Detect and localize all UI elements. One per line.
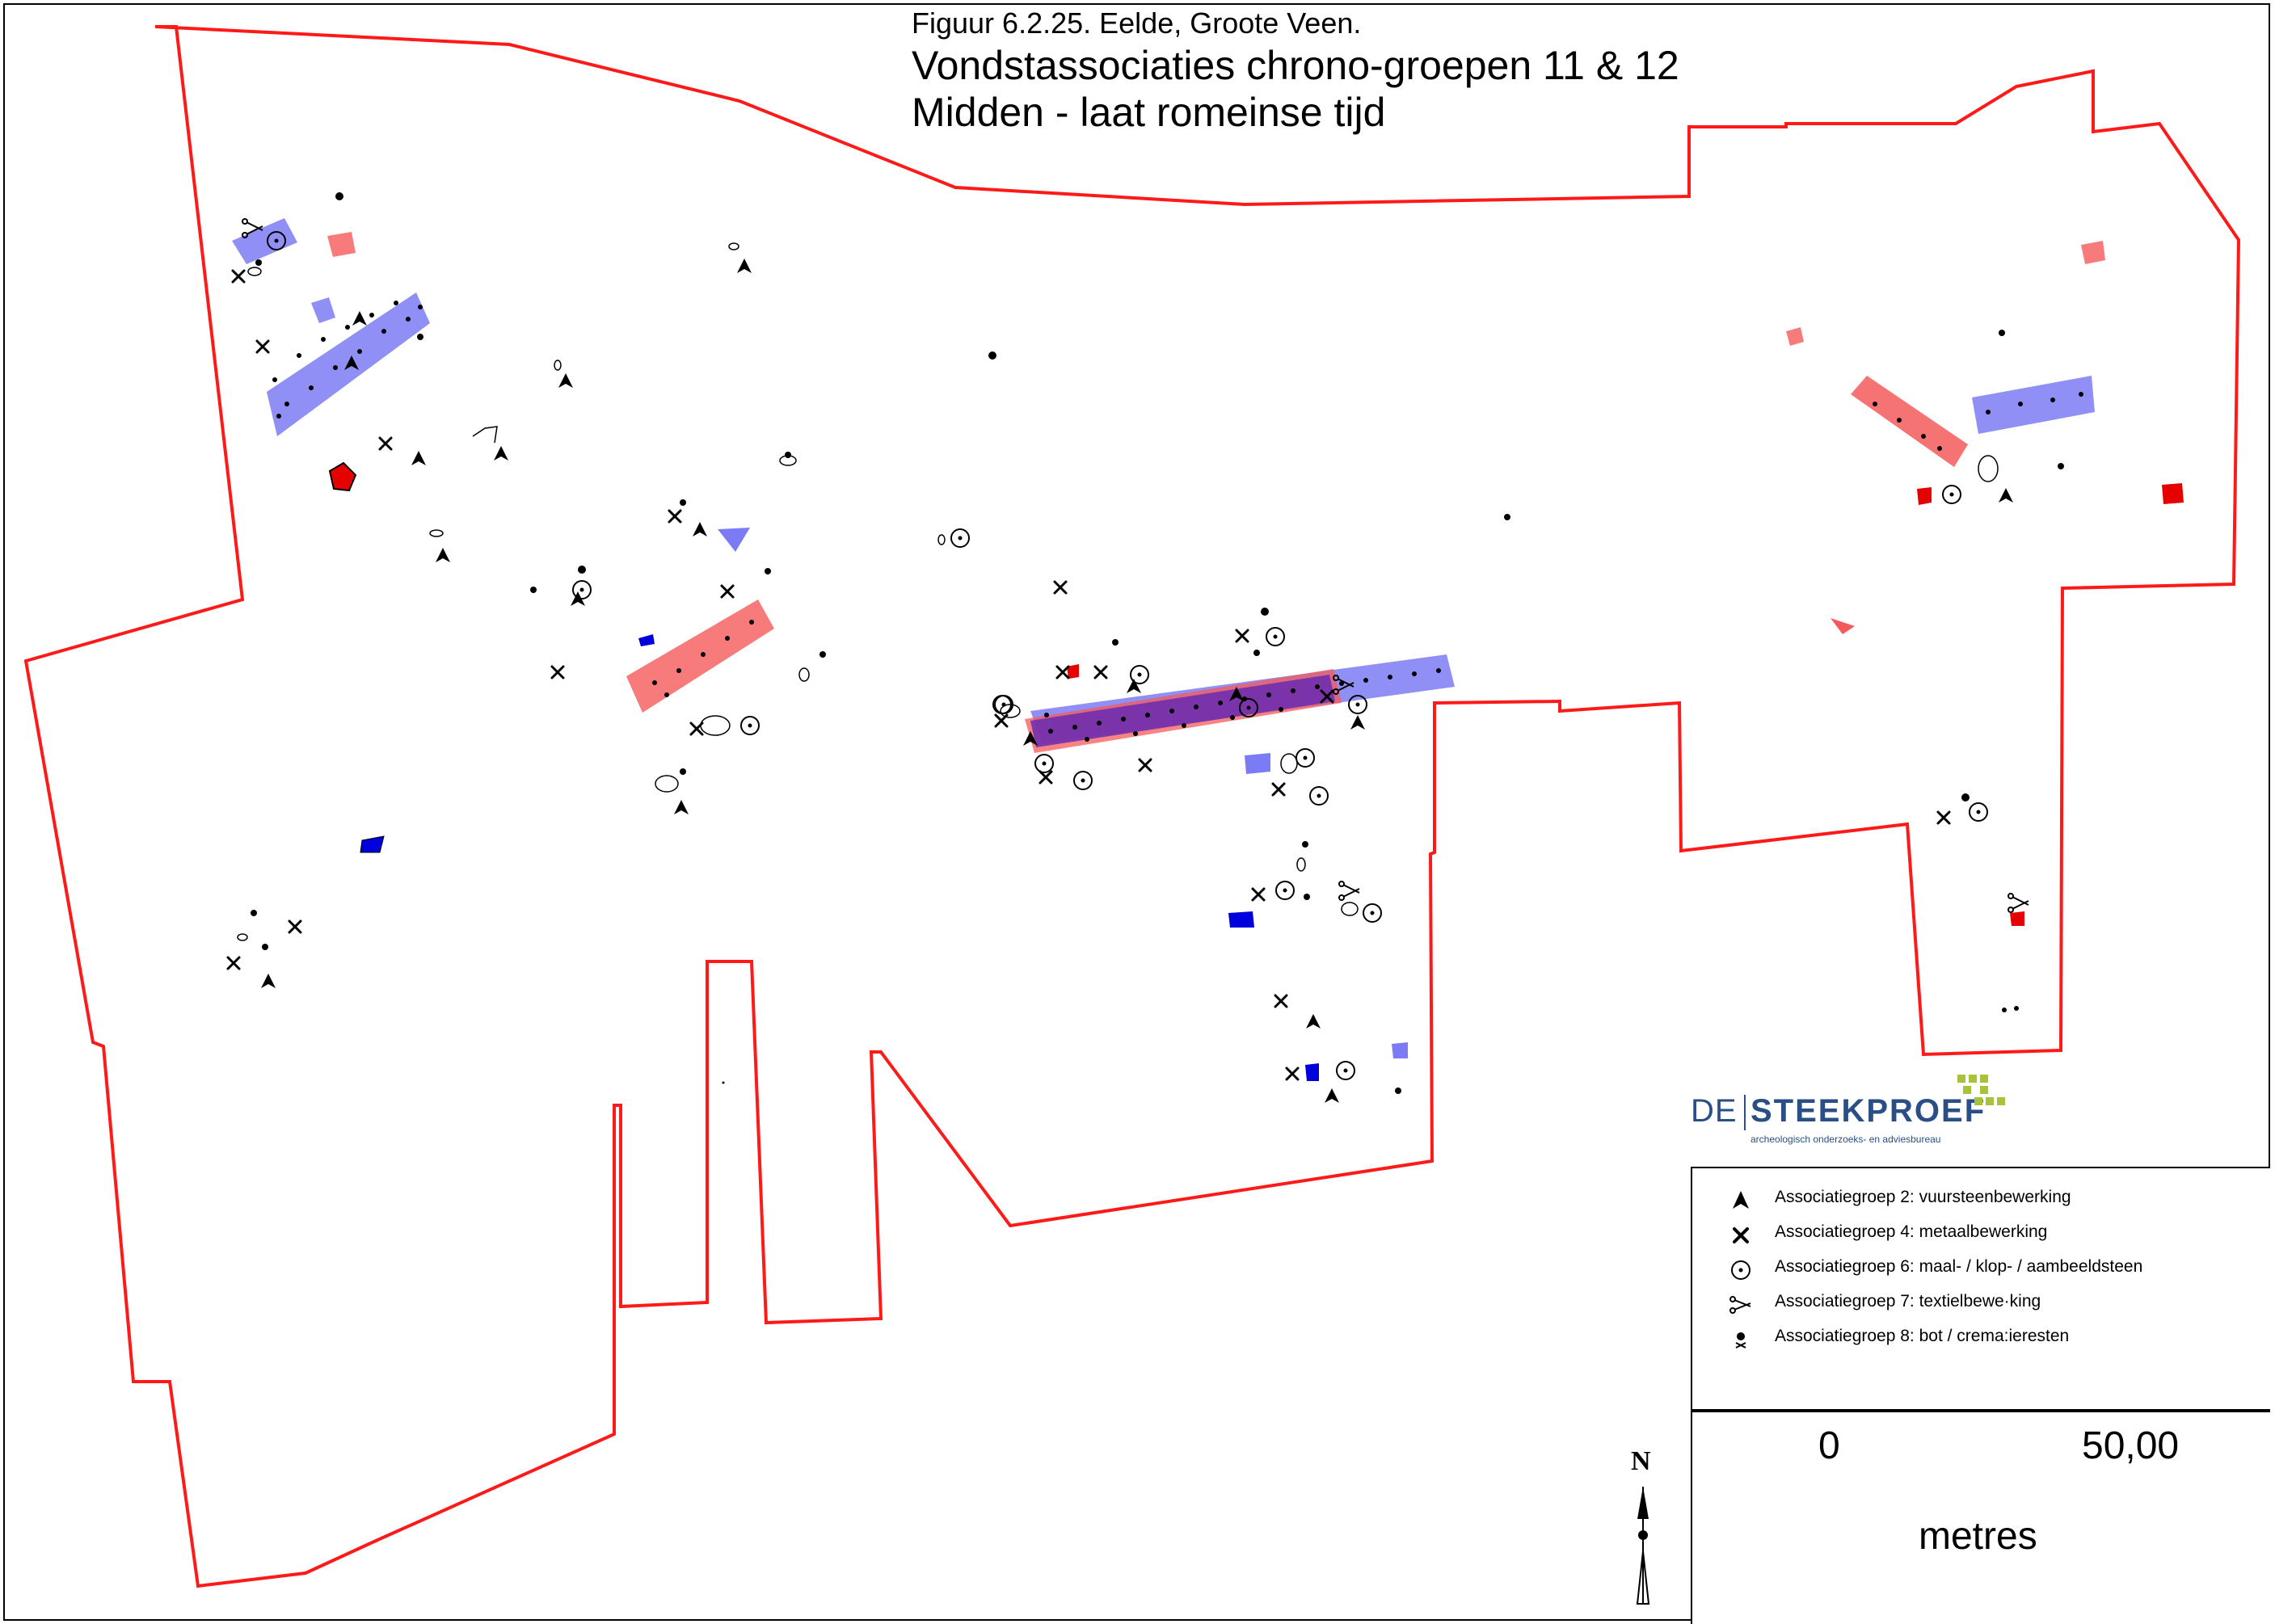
red-feature — [1831, 618, 1855, 634]
logo-divider — [1744, 1095, 1746, 1130]
legend-item: Associatiegroep 7: textielbewe·king — [1692, 1289, 2258, 1321]
scissors-symbols — [242, 218, 2029, 913]
millstone-icon — [1731, 1260, 1750, 1280]
red-feature — [1851, 376, 1968, 467]
logo-de: DE — [1691, 1093, 1738, 1129]
overlap-feature — [1030, 675, 1335, 747]
legend-label: Associatiegroep 2: vuursteenbewerking — [1775, 1188, 2071, 1206]
dark-red-feature — [1917, 487, 1932, 505]
dark-blue-feature — [1305, 1063, 1319, 1081]
excavation-boundary — [23, 25, 2241, 1588]
legend: Associatiegroep 2: vuursteenbewerking As… — [1691, 1167, 2270, 1411]
logo-subtitle: archeologisch onderzoeks- en adviesburea… — [1750, 1134, 1941, 1145]
scale-box — [1691, 1411, 2270, 1624]
legend-label: Associatiegroep 4: metaalbewerking — [1775, 1222, 2048, 1241]
legend-item: Associatiegroep 2: vuursteenbewerking — [1692, 1184, 2258, 1217]
dark-red-feature — [2010, 911, 2024, 926]
legend-item: Associatiegroep 4: metaalbewerking — [1692, 1219, 2258, 1252]
dark-blue-feature — [360, 835, 385, 853]
legend-item: Associatiegroep 6: maal- / klop- / aambe… — [1692, 1254, 2258, 1286]
red-feature — [626, 600, 774, 713]
scale-unit: metres — [1919, 1515, 2037, 1558]
skull-icon — [1735, 1332, 1746, 1348]
logo-squares-icon — [1957, 1075, 2005, 1105]
legend-item: Associatiegroep 8: bot / crema:ieresten — [1692, 1323, 2258, 1356]
skull-symbols — [251, 192, 2064, 1094]
red-feature — [1786, 327, 1804, 346]
legend-label: Associatiegroep 6: maal- / klop- / aambe… — [1775, 1257, 2143, 1276]
red-feature — [2081, 241, 2105, 264]
dark-blue-feature — [1228, 911, 1254, 928]
scale-start: 0 — [1818, 1424, 1840, 1467]
millstone-dots — [274, 238, 1981, 1073]
arrowhead-icon — [1733, 1191, 1749, 1209]
figure-caption: Figuur 6.2.25. Eelde, Groote Veen. — [912, 6, 1362, 40]
map-title-line1: Vondstassociaties chrono-groepen 11 & 12 — [912, 43, 1679, 88]
blue-feature — [1245, 753, 1270, 774]
map-title-line2: Midden - laat romeinse tijd — [912, 90, 1386, 135]
company-logo: DE STEEKPROEF archeologisch onderzoeks- … — [1691, 1071, 2054, 1159]
dark-red-feature — [2162, 483, 2184, 504]
find-points — [272, 301, 2083, 1012]
hammer-icon — [1733, 1227, 1749, 1243]
blue-feature — [718, 528, 750, 552]
hammer-symbols — [226, 269, 1951, 1084]
blue-feature — [1972, 376, 2095, 434]
red-feature — [327, 232, 356, 257]
blue-feature — [1392, 1042, 1408, 1058]
legend-label: Associatiegroep 8: bot / crema:ieresten — [1775, 1327, 2070, 1345]
dark-blue-feature — [638, 634, 655, 646]
legend-label: Associatiegroep 7: textielbewe·king — [1775, 1292, 2041, 1311]
scale-end: 50,00 — [2082, 1424, 2180, 1467]
blue-feature — [232, 218, 297, 264]
logo-name: STEEKPROEF — [1750, 1093, 1986, 1129]
dark-red-feature — [328, 461, 357, 492]
north-label: N — [1631, 1446, 1651, 1476]
scissors-icon — [1729, 1296, 1751, 1314]
outline-features — [237, 242, 1999, 941]
millstone-symbols — [267, 231, 1988, 1080]
dark-red-feature — [1067, 664, 1079, 679]
blue-feature — [311, 297, 335, 323]
map-frame — [3, 3, 2270, 1621]
arrowhead-symbols — [261, 259, 2013, 1103]
north-arrow-icon — [1636, 1487, 1650, 1605]
